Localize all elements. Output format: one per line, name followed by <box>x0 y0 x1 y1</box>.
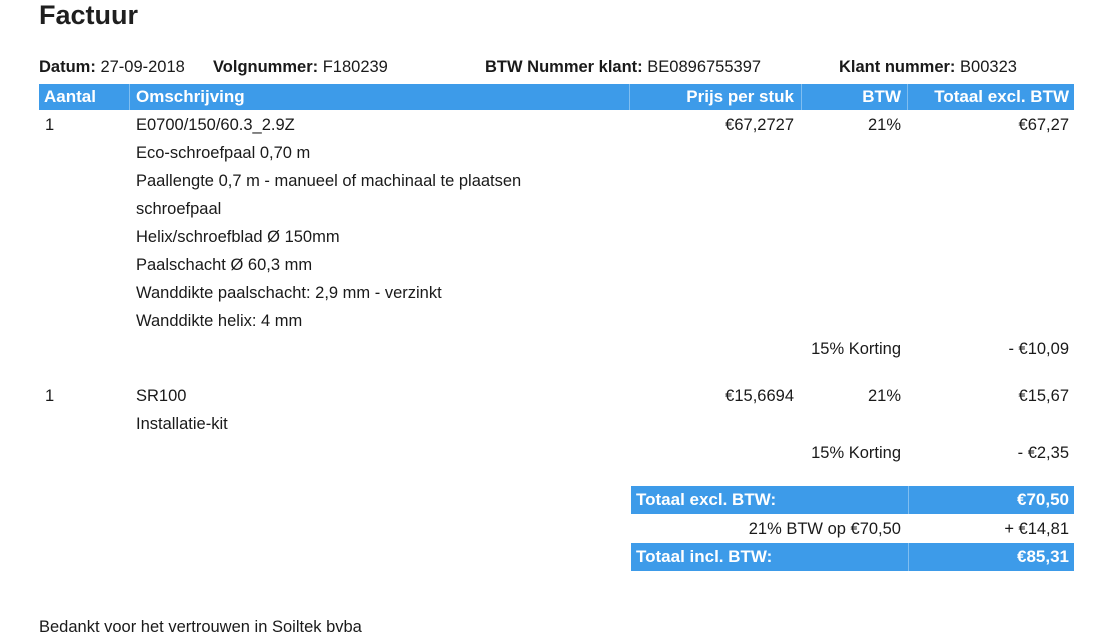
customer-number-label: Klant nummer: <box>839 58 956 76</box>
vat-amount-label: 21% BTW op €70,50 <box>748 520 901 538</box>
item-total: €67,27 <box>1018 116 1069 134</box>
discount-value: - €2,35 <box>1017 444 1069 462</box>
date-label: Datum: <box>39 58 96 76</box>
item-vat: 21% <box>867 116 901 134</box>
page-title: Factuur <box>39 0 139 30</box>
item-description-line: E0700/150/60.3_2.9Z <box>136 116 295 134</box>
discount-label: 15% Korting <box>811 444 901 462</box>
vat-number-value: BE0896755397 <box>647 58 762 76</box>
customer-number-field: Klant nummer: B00323 <box>839 57 1017 77</box>
vat-number-label: BTW Nummer klant: <box>485 58 643 76</box>
vat-number-field: BTW Nummer klant: BE0896755397 <box>485 57 761 77</box>
item-total: €15,67 <box>1018 387 1069 405</box>
discount-label: 15% Korting <box>811 340 901 358</box>
header-vat: BTW <box>862 87 901 106</box>
item-description-line: Paalschacht Ø 60,3 mm <box>136 256 313 274</box>
total-incl-label: Totaal incl. BTW: <box>636 547 773 566</box>
header-description: Omschrijving <box>136 87 245 106</box>
vat-amount-value: + €14,81 <box>1004 520 1069 538</box>
sequence-value: F180239 <box>322 58 388 76</box>
item-unit-price: €15,6694 <box>725 387 794 405</box>
customer-number-value: B00323 <box>960 58 1017 76</box>
header-unit-price: Prijs per stuk <box>686 87 794 106</box>
item-description-line: Paallengte 0,7 m - manueel of machinaal … <box>136 172 522 190</box>
header-total-excl: Totaal excl. BTW <box>934 87 1069 106</box>
header-quantity: Aantal <box>44 87 96 106</box>
item-quantity: 1 <box>45 116 55 134</box>
footer-thanks: Bedankt voor het vertrouwen in Soiltek b… <box>39 618 362 636</box>
item-description-line: Helix/schroefblad Ø 150mm <box>136 228 340 246</box>
sequence-field: Volgnummer: F180239 <box>213 57 388 77</box>
date-value: 27-09-2018 <box>100 58 185 76</box>
total-incl-vat-bar: Totaal incl. BTW: €85,31 <box>631 543 1074 571</box>
table-header: Aantal Omschrijving Prijs per stuk BTW T… <box>39 84 1074 110</box>
item-description-line: Wanddikte paalschacht: 2,9 mm - verzinkt <box>136 284 442 302</box>
total-excl-vat-bar: Totaal excl. BTW: €70,50 <box>631 486 1074 514</box>
item-quantity: 1 <box>45 387 55 405</box>
item-description-line: Eco-schroefpaal 0,70 m <box>136 144 311 162</box>
sequence-label: Volgnummer: <box>213 58 319 76</box>
item-vat: 21% <box>867 387 901 405</box>
date-field: Datum: 27-09-2018 <box>39 57 185 77</box>
item-description-line: SR100 <box>136 387 187 405</box>
total-incl-value: €85,31 <box>1017 547 1069 566</box>
item-description-line: schroefpaal <box>136 200 222 218</box>
total-excl-label: Totaal excl. BTW: <box>636 490 777 509</box>
discount-value: - €10,09 <box>1008 340 1069 358</box>
item-unit-price: €67,2727 <box>725 116 794 134</box>
total-excl-value: €70,50 <box>1017 490 1069 509</box>
item-description-line: Installatie-kit <box>136 415 228 433</box>
item-description-line: Wanddikte helix: 4 mm <box>136 312 303 330</box>
